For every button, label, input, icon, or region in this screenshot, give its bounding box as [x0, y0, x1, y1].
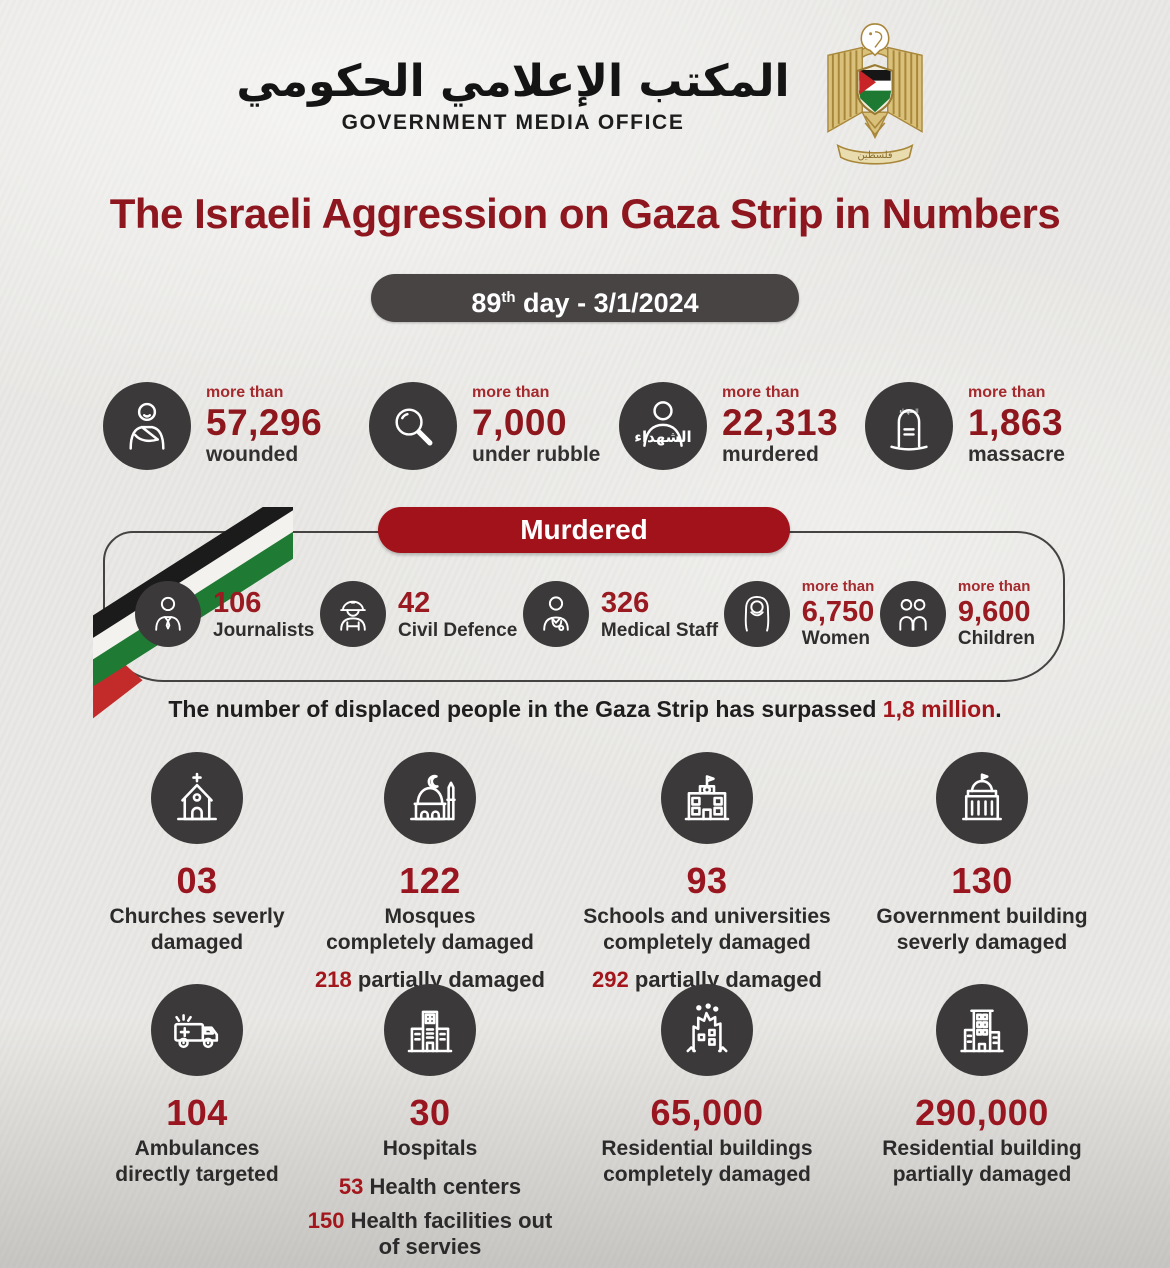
- church-icon: [177, 772, 217, 821]
- emblem-banner-text: فلسطين: [857, 150, 892, 161]
- stat-mosques: 122 Mosques completely damaged 218 parti…: [298, 752, 562, 994]
- stat-extra-health-centers: 53 Health centers: [338, 1173, 522, 1199]
- stat-value: 7,000: [472, 402, 568, 443]
- murdered-pill-title: Murdered: [378, 507, 790, 553]
- stat-residential-completely: 65,000 Residential buildings completely …: [567, 984, 847, 1187]
- stat-extra: 292 partially damaged: [592, 967, 822, 993]
- murdered-section: Murdered 106 Journalists: [93, 507, 1065, 719]
- murdered-medical-staff: 326 Medical Staff: [522, 581, 719, 648]
- stat-under-rubble: more than 7,000 under rubble: [369, 382, 600, 470]
- murdered-label: Journalists: [213, 619, 315, 641]
- stat-label: Churches severly damaged: [109, 905, 285, 954]
- stat-hospitals: 30 Hospitals 53 Health centers 150 Healt…: [298, 984, 562, 1261]
- displaced-note: The number of displaced people in the Ga…: [168, 696, 1002, 722]
- stat-massacre: الشهداء more than 1,863 massacre: [865, 382, 1065, 470]
- stat-label: wounded: [206, 443, 299, 467]
- murdered-journalists: 106 Journalists: [135, 581, 315, 648]
- murdered-women: more than 6,750 Women: [723, 578, 875, 650]
- stat-extra-health-facilities: 150 Health facilities out of servies: [307, 1208, 553, 1260]
- murdered-label: Women: [801, 627, 870, 649]
- stat-value: 30: [409, 1092, 451, 1133]
- stat-value: 290,000: [915, 1092, 1049, 1133]
- murdered-value: 6,750: [801, 595, 875, 628]
- murdered-label: Civil Defence: [397, 619, 518, 641]
- tombstone-arabic-text: الشهداء: [899, 408, 919, 416]
- magnifying-glass-icon: [395, 408, 433, 446]
- murdered-value: 106: [213, 587, 262, 620]
- day-number: 89: [471, 288, 502, 318]
- office-name: GOVERNMENT MEDIA OFFICE: [341, 111, 685, 134]
- murdered-value: 326: [600, 587, 650, 620]
- stat-label: under rubble: [472, 443, 601, 467]
- children-icon: [899, 599, 927, 632]
- government-media-office-brand: المكتب الإعلامي الحكومي GOVERNMENT MEDIA…: [236, 54, 789, 135]
- date-text: day - 3/1/2024: [515, 288, 699, 318]
- murdered-label: Children: [957, 627, 1035, 649]
- stat-value: 1,863: [968, 402, 1064, 443]
- stat-prefix: more than: [722, 384, 800, 402]
- stat-label: Schools and universities completely dama…: [583, 905, 831, 954]
- stat-value: 104: [166, 1092, 228, 1133]
- stat-prefix: more than: [968, 384, 1046, 402]
- stat-label: murdered: [722, 443, 819, 467]
- stat-label: Ambulances directly targeted: [115, 1137, 279, 1186]
- page-title: The Israeli Aggression on Gaza Strip in …: [109, 190, 1061, 237]
- stat-murdered: الشهداء more than 22,313 murdered: [619, 382, 838, 470]
- day-suffix: th: [501, 289, 516, 306]
- wounded-person-icon: [129, 402, 165, 450]
- tombstone-icon: [890, 409, 928, 451]
- stat-label: Residential buildings completely damaged: [601, 1137, 813, 1186]
- murdered-label: Medical Staff: [600, 619, 719, 641]
- stat-label: Mosques completely damaged: [326, 905, 534, 954]
- stat-value: 130: [951, 860, 1013, 901]
- stat-ambulances: 104 Ambulances directly targeted: [72, 984, 322, 1187]
- stat-prefix: more than: [206, 384, 284, 402]
- martyrs-icon: [643, 401, 683, 447]
- stat-label: Government building severly damaged: [876, 905, 1088, 954]
- stat-wounded: more than 57,296 wounded: [103, 382, 322, 470]
- stat-value: 57,296: [206, 402, 323, 443]
- header: المكتب الإعلامي الحكومي GOVERNMENT MEDIA…: [0, 22, 1170, 167]
- journalist-icon: [155, 597, 181, 632]
- woman-icon: [744, 596, 770, 632]
- stat-prefix: more than: [472, 384, 550, 402]
- murdered-value: 9,600: [957, 595, 1031, 628]
- residential-building-icon: [960, 1009, 1004, 1053]
- medical-staff-icon: [543, 596, 569, 632]
- stat-churches: 03 Churches severly damaged: [72, 752, 322, 955]
- stat-schools: 93 Schools and universities completely d…: [571, 752, 843, 994]
- stat-residential-partially: 290,000 Residential building partially d…: [847, 984, 1117, 1187]
- stat-label: Hospitals: [382, 1137, 478, 1160]
- stat-value: 22,313: [722, 402, 839, 443]
- murdered-children: more than 9,600 Children: [879, 578, 1035, 650]
- school-icon: [684, 775, 730, 821]
- government-building-icon: [962, 773, 1002, 821]
- stat-label: Residential building partially damaged: [882, 1137, 1082, 1186]
- stat-extra: 218 partially damaged: [315, 967, 545, 993]
- stat-value: 93: [686, 860, 728, 901]
- stat-value: 122: [399, 860, 461, 901]
- stat-government-buildings: 130 Government building severly damaged: [852, 752, 1112, 955]
- stat-value: 03: [176, 860, 218, 901]
- stat-label: massacre: [968, 443, 1065, 467]
- displaced-highlight: 1,8 million: [882, 696, 996, 722]
- stat-value: 65,000: [650, 1092, 764, 1133]
- civil-defence-icon: [340, 601, 366, 632]
- date-banner: 89th day - 3/1/2024: [371, 274, 799, 322]
- murdered-civil-defence: 42 Civil Defence: [319, 581, 518, 648]
- destroyed-building-icon: [686, 1003, 728, 1053]
- mosque-icon: [410, 774, 456, 821]
- hospital-icon: [407, 1010, 453, 1053]
- ambulance-icon: [174, 1014, 219, 1049]
- arabic-office-title: المكتب الإعلامي الحكومي: [236, 56, 790, 107]
- palestine-eagle-emblem-icon: فلسطين: [826, 23, 923, 165]
- murdered-value: 42: [397, 587, 431, 620]
- martyrs-arabic-text: الشهداء: [634, 427, 692, 446]
